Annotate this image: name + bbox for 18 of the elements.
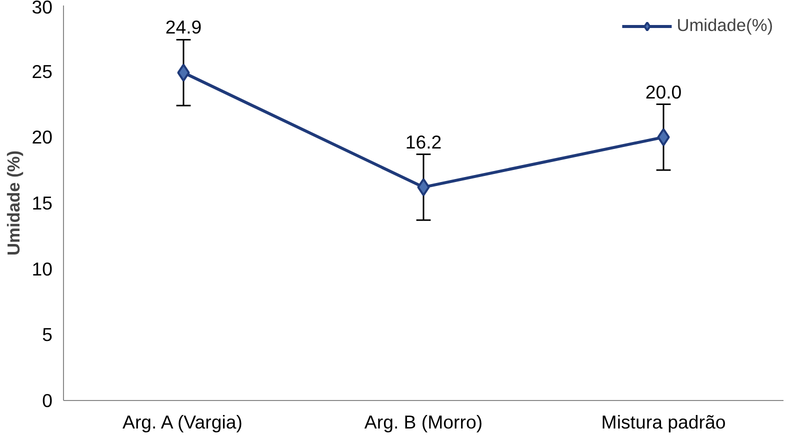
x-tick-label: Arg. A (Vargia) <box>122 412 242 432</box>
point <box>657 128 670 146</box>
data-label: 20.0 <box>645 81 682 102</box>
x-tick-label: Mistura padrão <box>601 412 726 432</box>
y-tick-label: 30 <box>32 0 53 18</box>
point <box>417 178 430 196</box>
point <box>177 64 190 82</box>
legend-label: Umidade(%) <box>676 15 773 36</box>
y-tick-label: 20 <box>32 126 53 148</box>
y-tick-label: 10 <box>32 258 53 280</box>
y-tick-label: 0 <box>42 390 53 411</box>
y-axis-title: Umidade (%) <box>4 150 24 256</box>
data-label: 24.9 <box>165 16 202 38</box>
data-label: 16.2 <box>405 131 442 152</box>
y-tick-label: 5 <box>42 324 53 346</box>
y-tick-label: 15 <box>32 192 53 214</box>
y-tick-label: 25 <box>32 60 53 82</box>
x-tick-label: Arg. B (Morro) <box>364 412 483 432</box>
